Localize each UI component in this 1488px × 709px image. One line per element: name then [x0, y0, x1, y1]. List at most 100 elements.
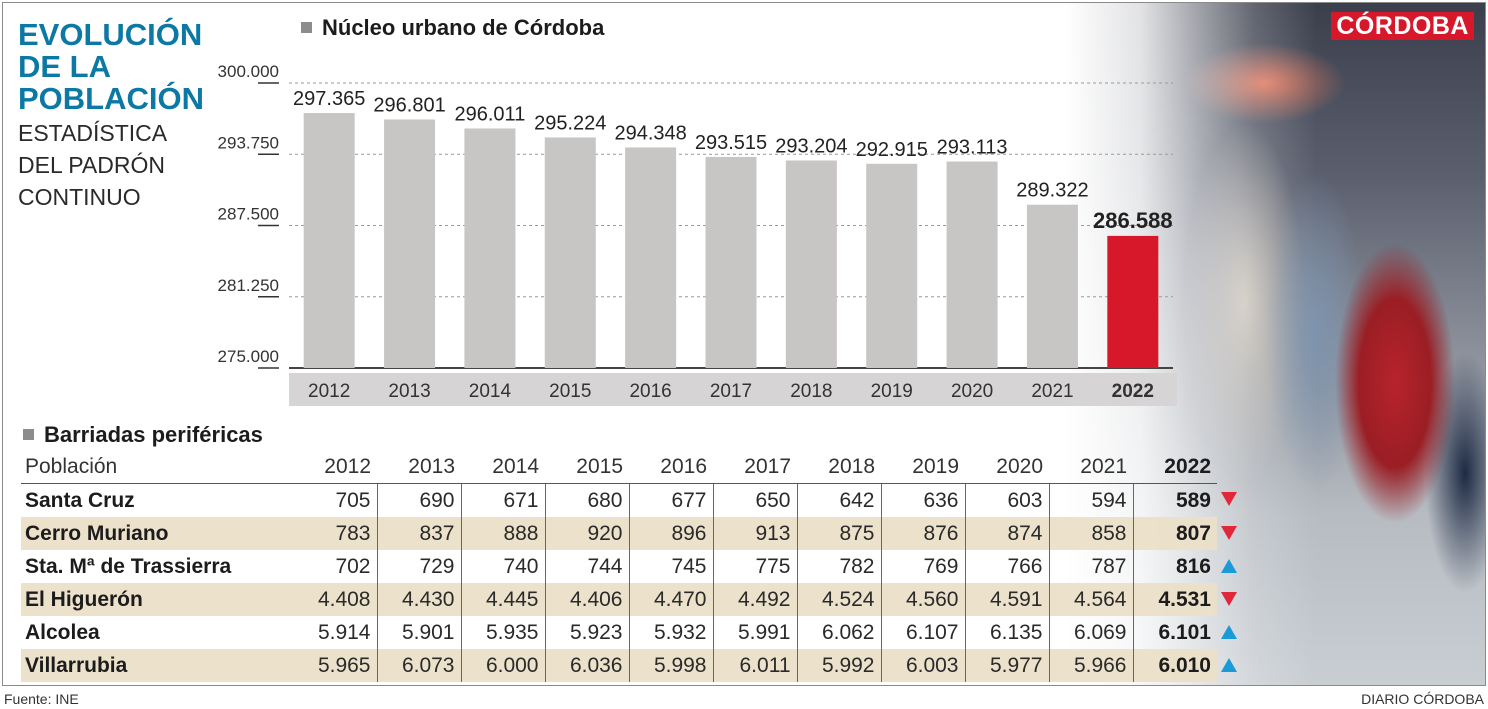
bar [544, 137, 596, 368]
column-header-name: Población [21, 451, 293, 484]
table-cell: 5.901 [376, 616, 461, 649]
table-cell: 875 [796, 517, 881, 550]
table-cell: 6.062 [796, 616, 881, 649]
table-heading: Barriadas periféricas [23, 422, 263, 448]
table-row: Cerro Muriano 783 837 888 920 896 913 875 876 874… [21, 517, 1247, 550]
subtitle-line: DEL PADRÓN [18, 152, 165, 178]
x-tick-label: 2019 [871, 381, 913, 402]
bar [384, 119, 436, 368]
bar [1026, 204, 1078, 368]
table-cell: 5.914 [317, 620, 371, 644]
credit-note: DIARIO CÓRDOBA [1361, 691, 1484, 707]
column-header-year: 2016 [629, 451, 713, 484]
table-cell: 4.430 [376, 583, 461, 616]
table-cell: 4.564 [1048, 583, 1133, 616]
bar [464, 128, 516, 368]
table-cell: 6.010 [1132, 649, 1217, 682]
data-label: 289.322 [1016, 180, 1088, 202]
table-cell: 636 [880, 483, 965, 517]
table-cell: 837 [376, 517, 461, 550]
logo-cordoba: CÓRDOBA [1331, 12, 1474, 40]
table-cell: 876 [880, 517, 965, 550]
table-row: Villarrubia 5.965 6.073 6.000 6.036 5.998 6.01… [21, 649, 1247, 682]
x-axis-labels: 2012 2013 2014 2015 2016 2017 2018 2019 2020 2021… [308, 381, 1154, 402]
main-title-line: POBLACIÓN [18, 81, 204, 116]
trend-cell [1217, 649, 1247, 682]
table-cell: 5.977 [964, 649, 1049, 682]
table-cell: 4.531 [1132, 583, 1217, 616]
column-header-year: 2017 [713, 451, 797, 484]
table-cell: 6.069 [1048, 616, 1133, 649]
data-label: 296.801 [373, 94, 445, 116]
data-label: 296.011 [455, 103, 526, 125]
x-tick-label: 2018 [790, 381, 832, 402]
table-cell: 744 [544, 550, 629, 583]
header-spacer [1217, 451, 1247, 484]
table-cell: 6.036 [544, 649, 629, 682]
chart-heading: Núcleo urbano de Córdoba [301, 15, 604, 41]
bar-highlight [1107, 235, 1159, 368]
table-cell: 702 [335, 554, 371, 578]
table-cell: 783 [293, 517, 377, 550]
table-cell: 650 [712, 483, 797, 517]
x-tick-label: 2021 [1031, 381, 1073, 402]
table-cell: 4.470 [628, 583, 713, 616]
x-tick-label: 2020 [951, 381, 993, 402]
main-title-line: DE LA [18, 49, 111, 84]
table-cell: 6.073 [376, 649, 461, 682]
x-axis-band-bg [289, 373, 1177, 406]
table-cell: 4.406 [544, 583, 629, 616]
y-tick-label: 275.000 [218, 347, 279, 366]
trend-cell [1217, 517, 1247, 550]
table-title: Barriadas periféricas [44, 422, 263, 447]
table-cell: 6.011 [712, 649, 797, 682]
table-cell: 6.101 [1132, 616, 1217, 649]
column-header-year: 2015 [545, 451, 629, 484]
table-cell: 4.591 [964, 583, 1049, 616]
table-cell: 705 [335, 488, 371, 512]
triangle-down-icon [1221, 591, 1237, 606]
table-row: Alcolea 5.914 5.901 5.935 5.923 5.932 5.991 6.0… [21, 616, 1247, 649]
y-tick-label: 293.750 [218, 133, 279, 152]
bar [625, 147, 677, 368]
bar [946, 161, 998, 368]
row-name: El Higuerón [21, 583, 293, 616]
column-header-year: 2021 [1049, 451, 1133, 484]
row-name: Alcolea [25, 620, 100, 644]
table-cell: 642 [796, 483, 881, 517]
table-cell: 5.998 [628, 649, 713, 682]
table-cell: 913 [712, 517, 797, 550]
table-cell: 5.991 [712, 616, 797, 649]
column-header-year: 2020 [965, 451, 1049, 484]
table-row: Santa Cruz 705 690 671 680 677 650 642 636 603 594… [21, 483, 1247, 518]
table-cell: 766 [964, 550, 1049, 583]
x-axis-band [289, 367, 1177, 406]
subtitle-line: ESTADÍSTICA [18, 120, 168, 146]
table-cell: 603 [964, 483, 1049, 517]
column-header-year: 2012 [293, 451, 377, 484]
x-tick-label: 2013 [388, 381, 430, 402]
table-cell: 4.524 [796, 583, 881, 616]
table-cell: 920 [544, 517, 629, 550]
bar [785, 160, 837, 368]
table-row: El Higuerón 4.408 4.430 4.445 4.406 4.470 4.49… [21, 583, 1247, 616]
table-cell: 671 [460, 483, 545, 517]
table-cell: 769 [880, 550, 965, 583]
infographic-frame: CÓRDOBA EVOLUCIÓN DE LA POBLACIÓN ESTADÍ… [2, 2, 1486, 686]
trend-cell [1217, 484, 1247, 518]
table-cell: 807 [1132, 517, 1217, 550]
table-cell: 5.935 [460, 616, 545, 649]
column-header-year: 2018 [797, 451, 881, 484]
table-cell: 589 [1132, 483, 1217, 517]
table-header-row: Población 2012 2013 2014 2015 2016 2017 2018 201… [21, 451, 1247, 484]
column-header-year: 2014 [461, 451, 545, 484]
y-tick-label: 287.500 [218, 205, 279, 224]
table-cell: 680 [544, 483, 629, 517]
bar-chart: 275.000 281.250 287.500 293.750 300.000 297.… [218, 62, 1177, 406]
table-cell: 594 [1048, 483, 1133, 517]
data-label: 297.365 [293, 88, 365, 110]
table-cell: 4.408 [293, 583, 377, 616]
data-label: 286.588 [1093, 208, 1173, 233]
bar [866, 163, 918, 368]
y-tick-label: 300.000 [218, 62, 279, 81]
